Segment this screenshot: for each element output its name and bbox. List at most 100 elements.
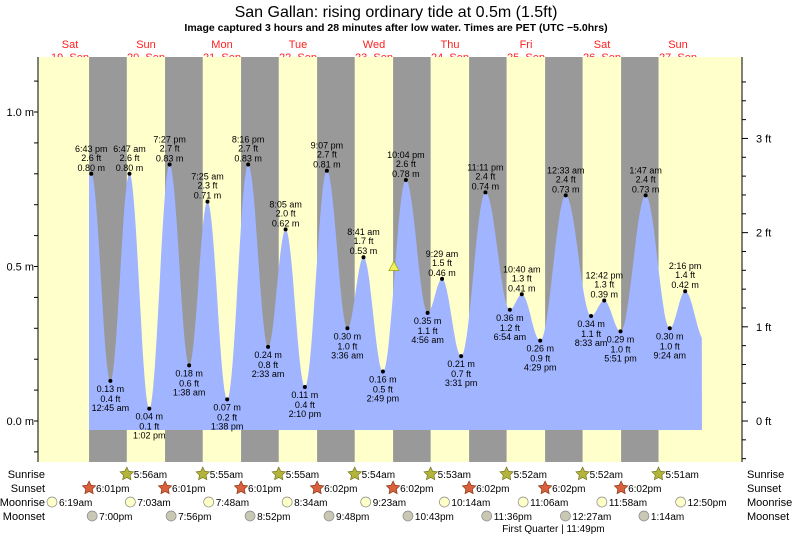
- moonrise-icon: [675, 496, 686, 508]
- high-tide-dot: [602, 298, 607, 303]
- tide-m-label: 0.73 m: [552, 184, 580, 194]
- moonset-icon: [165, 510, 177, 522]
- tide-time-label: 3:36 am: [331, 350, 364, 360]
- sunrise-icon: [575, 466, 590, 481]
- moonrise-icon: [124, 496, 136, 508]
- sunrise-time: 5:55am: [210, 470, 243, 481]
- tide-m-label: 0.29 m: [607, 334, 635, 344]
- tide-time-label: 2:10 pm: [289, 409, 322, 419]
- tide-ft-label: 0.4 ft: [100, 394, 121, 404]
- chart-subtitle: Image captured 3 hours and 28 minutes af…: [184, 22, 607, 34]
- sunset-icon: [613, 480, 629, 495]
- tide-ft-label: 2.7 ft: [238, 144, 259, 154]
- tide-m-label: 0.83 m: [234, 154, 262, 164]
- tide-ft-label: 0.4 ft: [295, 400, 316, 410]
- tide-ft-label: 2.4 ft: [475, 171, 496, 181]
- low-tide-dot: [380, 369, 385, 374]
- moonrise-time: 12:50pm: [688, 498, 727, 509]
- high-tide-dot: [167, 162, 172, 167]
- tide-m-label: 0.73 m: [632, 184, 660, 194]
- tide-time-label: 2:33 am: [252, 369, 285, 379]
- tide-m-label: 0.83 m: [156, 154, 184, 164]
- sunrise-icon: [119, 466, 135, 481]
- moonset-icon: [402, 510, 414, 522]
- moonset-time: 12:27am: [572, 512, 611, 523]
- moonrise-time: 7:03am: [137, 498, 170, 509]
- tide-ft-label: 2.3 ft: [197, 181, 218, 191]
- tide-ft-label: 0.7 ft: [451, 369, 472, 379]
- day-name-label: Fri: [520, 39, 533, 51]
- sunrise-time: 5:51am: [666, 470, 699, 481]
- tide-ft-label: 2.7 ft: [317, 150, 338, 160]
- tide-ft-label: 1.1 ft: [581, 329, 602, 339]
- tide-ft-label: 1.2 ft: [500, 323, 521, 333]
- tide-ft-label: 0.9 ft: [530, 354, 551, 364]
- tide-m-label: 0.80 m: [78, 163, 106, 173]
- right-tick-label: 2 ft: [756, 228, 771, 240]
- low-tide-dot: [507, 307, 512, 312]
- tide-time-label: 7:25 am: [191, 172, 224, 182]
- high-tide-dot: [683, 289, 688, 294]
- tide-m-label: 0.11 m: [291, 390, 318, 400]
- tide-time-label: 8:05 am: [269, 199, 302, 209]
- tide-m-label: 0.81 m: [313, 160, 341, 170]
- tide-m-label: 0.80 m: [116, 163, 144, 173]
- tide-time-label: 4:29 pm: [524, 363, 557, 373]
- low-tide-dot: [667, 326, 672, 331]
- sunset-icon: [157, 480, 173, 495]
- tide-m-label: 0.74 m: [472, 181, 500, 191]
- tide-m-label: 0.18 m: [175, 368, 203, 378]
- moonset-icon: [481, 510, 493, 522]
- tide-time-label: 1:02 pm: [133, 431, 166, 441]
- tide-m-label: 0.30 m: [656, 331, 684, 341]
- tide-time-label: 2:49 pm: [367, 394, 400, 404]
- tide-ft-label: 1.0 ft: [337, 341, 358, 351]
- sunrise-icon: [423, 466, 438, 481]
- tide-ft-label: 1.0 ft: [611, 344, 632, 354]
- tide-m-label: 0.13 m: [97, 384, 125, 394]
- sunrise-icon: [195, 466, 211, 481]
- sunrise-time: 5:56am: [134, 470, 167, 481]
- moonrise-icon: [360, 496, 372, 508]
- moonrise-icon: [517, 496, 529, 508]
- sunset-time: 6:02pm: [476, 484, 509, 495]
- high-tide-dot: [89, 171, 94, 176]
- sunset-time: 6:02pm: [324, 484, 357, 495]
- moonset-time: 11:36pm: [494, 512, 532, 523]
- tide-m-label: 0.41 m: [508, 283, 536, 293]
- tide-ft-label: 1.1 ft: [418, 326, 439, 336]
- low-tide-dot: [589, 313, 594, 318]
- tide-ft-label: 0.1 ft: [139, 422, 160, 432]
- day-name-label: Mon: [211, 39, 232, 51]
- day-name-label: Sun: [668, 39, 688, 51]
- sunrise-time: 5:52am: [590, 470, 623, 481]
- sunset-time: 6:02pm: [628, 484, 661, 495]
- tide-ft-label: 1.3 ft: [594, 279, 615, 289]
- tide-ft-label: 1.5 ft: [432, 258, 453, 268]
- moonset-time: 1:14am: [651, 512, 684, 523]
- tide-m-label: 0.42 m: [671, 280, 699, 290]
- moonrise-icon: [203, 496, 215, 508]
- tide-m-label: 0.39 m: [590, 289, 618, 299]
- moonset-icon: [244, 510, 256, 522]
- sunset-icon: [385, 480, 401, 495]
- tide-time-label: 4:56 am: [411, 335, 444, 345]
- tide-time-label: 10:40 am: [503, 264, 541, 274]
- tide-time-label: 9:07 pm: [311, 141, 344, 151]
- tide-time-label: 8:41 am: [347, 227, 380, 237]
- tide-time-label: 6:47 am: [113, 144, 146, 154]
- moonset-icon: [323, 510, 335, 522]
- tide-ft-label: 1.0 ft: [660, 341, 681, 351]
- moonrise-row-label-right: Moonrise: [747, 497, 792, 509]
- sunrise-time: 5:54am: [362, 470, 395, 481]
- right-tick-label: 0 ft: [756, 416, 771, 428]
- high-tide-dot: [563, 193, 568, 198]
- sunrise-time: 5:55am: [286, 470, 319, 481]
- sunset-row-label-right: Sunset: [747, 483, 781, 495]
- tide-time-label: 10:04 pm: [387, 150, 425, 160]
- tide-ft-label: 0.8 ft: [258, 360, 279, 370]
- tide-time-label: 2:16 pm: [669, 261, 702, 271]
- tide-ft-label: 0.6 ft: [179, 378, 200, 388]
- astronomy-rows: Sunrise Sunrise 5:56am 5:55am 5:55am 5:54am 5:…: [0, 466, 792, 535]
- tide-m-label: 0.53 m: [350, 246, 378, 256]
